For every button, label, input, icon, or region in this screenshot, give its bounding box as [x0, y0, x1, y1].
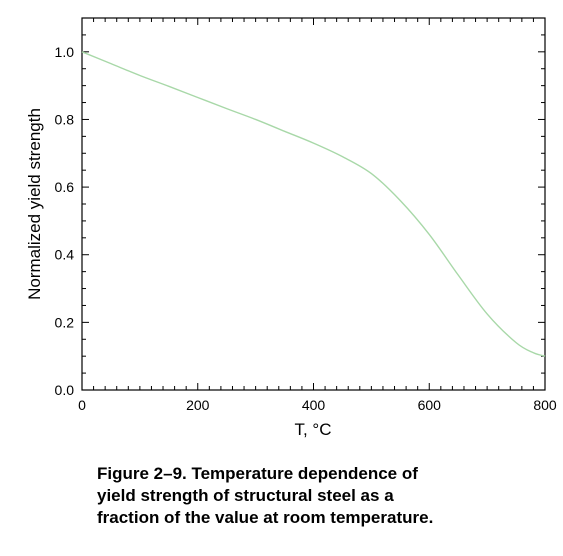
caption-line-3: fraction of the value at room temperatur… — [97, 508, 434, 527]
caption-line-2: yield strength of structural steel as a — [97, 486, 394, 505]
caption-line-1: Figure 2–9. Temperature dependence of — [97, 464, 418, 483]
x-axis-title: T, °C — [294, 420, 331, 439]
y-tick-label: 0.6 — [55, 179, 75, 195]
x-tick-label: 800 — [533, 397, 557, 413]
tick-labels: 0 200 400 600 800 0.0 0.2 0.4 0.6 0.8 1.0 — [55, 44, 557, 413]
y-axis-title: Normalized yield strength — [25, 108, 44, 300]
x-tick-label: 600 — [418, 397, 442, 413]
x-tick-label: 200 — [186, 397, 210, 413]
plot-frame — [81, 17, 546, 391]
y-tick-label: 0.0 — [55, 382, 75, 398]
series-line — [81, 51, 546, 357]
x-tick-label: 0 — [78, 397, 86, 413]
figure-caption: Figure 2–9. Temperature dependence of yi… — [97, 463, 537, 529]
y-tick-label: 0.8 — [55, 111, 75, 127]
y-tick-label: 1.0 — [55, 44, 75, 60]
y-tick-label: 0.4 — [55, 247, 75, 263]
ticks — [81, 17, 546, 391]
series-layer — [81, 51, 546, 357]
x-tick-label: 400 — [302, 397, 326, 413]
y-tick-label: 0.2 — [55, 314, 75, 330]
